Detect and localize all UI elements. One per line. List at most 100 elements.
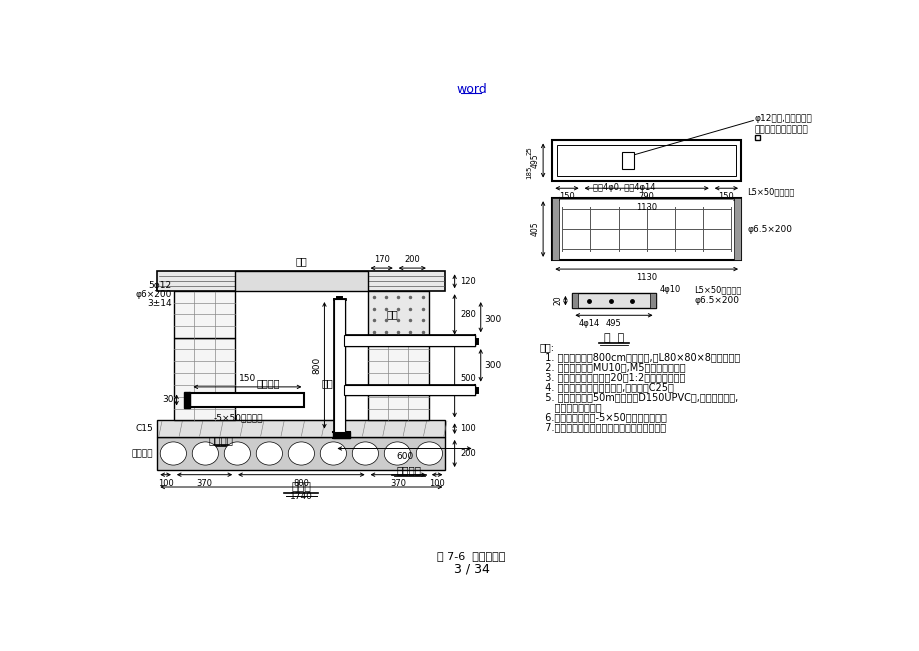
Text: 600: 600: [395, 452, 413, 462]
Ellipse shape: [415, 442, 442, 465]
Text: 495: 495: [530, 153, 539, 168]
Ellipse shape: [384, 442, 410, 465]
Bar: [157, 437, 445, 470]
Text: 120: 120: [460, 277, 475, 286]
Text: 盖  板: 盖 板: [603, 333, 623, 343]
Text: 405: 405: [530, 222, 539, 236]
Bar: [754, 135, 759, 141]
Ellipse shape: [224, 442, 250, 465]
Text: 片石垫层: 片石垫层: [131, 449, 153, 458]
Text: 100: 100: [157, 479, 174, 488]
Text: φ6.5×200: φ6.5×200: [693, 296, 738, 305]
Text: L5×50角铁边框: L5×50角铁边框: [693, 285, 741, 294]
Bar: [551, 199, 740, 260]
Text: φ6×200: φ6×200: [135, 290, 172, 299]
Ellipse shape: [160, 442, 187, 465]
Bar: [368, 291, 428, 338]
Text: 作沟内排水之用。: 作沟内排水之用。: [539, 402, 601, 412]
Text: 100: 100: [460, 424, 475, 433]
Text: 150: 150: [239, 374, 255, 383]
Ellipse shape: [288, 442, 314, 465]
Text: 800: 800: [293, 479, 309, 488]
Text: 上层4φ0, 下层4φ14: 上层4φ0, 下层4φ14: [592, 183, 654, 192]
Text: 280: 280: [460, 310, 475, 319]
Text: 370: 370: [390, 479, 406, 488]
Text: 30: 30: [162, 395, 174, 404]
Text: 说明:: 说明:: [539, 342, 553, 352]
Bar: [235, 271, 368, 291]
Text: 5. 沟体底部每隔50m放置一根D150UPVC管,接至邻近窨井,: 5. 沟体底部每隔50m放置一根D150UPVC管,接至邻近窨井,: [539, 393, 738, 402]
Ellipse shape: [320, 442, 346, 465]
Bar: [333, 432, 349, 437]
Text: 拉手箍接处为电焊焊接: 拉手箍接处为电焊焊接: [754, 125, 808, 134]
Bar: [344, 385, 474, 395]
Text: 200: 200: [404, 255, 420, 264]
Text: 25: 25: [526, 146, 532, 155]
Text: 370: 370: [197, 479, 212, 488]
Bar: [556, 145, 735, 176]
Text: 300: 300: [483, 315, 501, 324]
Bar: [621, 152, 634, 169]
Text: 300: 300: [483, 361, 501, 370]
Bar: [335, 299, 345, 432]
Bar: [572, 293, 655, 309]
Bar: [344, 385, 474, 395]
Text: 200: 200: [460, 449, 475, 458]
Text: 同左: 同左: [386, 309, 398, 320]
Bar: [174, 338, 235, 421]
Text: 170: 170: [373, 255, 389, 264]
Text: 图 7-6  电缆沟详图: 图 7-6 电缆沟详图: [437, 551, 505, 561]
Text: 495: 495: [606, 319, 621, 328]
Bar: [733, 199, 740, 260]
Text: 3 / 34: 3 / 34: [453, 562, 489, 575]
Text: C15: C15: [136, 424, 153, 433]
Bar: [551, 141, 740, 180]
Text: 1740: 1740: [289, 492, 312, 501]
Bar: [157, 271, 445, 291]
Text: 接地扁铁: 接地扁铁: [256, 378, 279, 388]
Bar: [572, 293, 577, 309]
Bar: [344, 335, 474, 346]
Bar: [344, 335, 474, 346]
Text: 1130: 1130: [635, 203, 656, 212]
Bar: [157, 421, 445, 437]
Text: 185: 185: [526, 166, 532, 179]
Text: 4φ10: 4φ10: [659, 285, 680, 294]
Text: φ6.5×200: φ6.5×200: [746, 225, 791, 234]
Text: 20: 20: [552, 296, 562, 305]
Text: 2. 砖砌电缆沟用MU10砖,M5水泥砂浆实砌。: 2. 砖砌电缆沟用MU10砖,M5水泥砂浆实砌。: [539, 362, 686, 372]
Text: 同左: 同左: [322, 378, 334, 388]
Text: φ6×800: φ6×800: [233, 395, 270, 404]
Bar: [650, 293, 655, 309]
Text: 1130: 1130: [635, 273, 656, 282]
Bar: [368, 338, 428, 421]
Text: -5×50扁铁通长: -5×50扁铁通长: [213, 413, 263, 422]
Text: L5×50角铁边框: L5×50角铁边框: [746, 187, 794, 197]
Text: φ12圆钢,可活动拉手: φ12圆钢,可活动拉手: [754, 115, 811, 124]
Text: 3±14: 3±14: [147, 299, 172, 308]
Text: 电缆支架: 电缆支架: [396, 465, 421, 475]
Text: 3. 沟体内、外壁粉刷为20厚1:2防水砂浆抹面。: 3. 沟体内、外壁粉刷为20厚1:2防水砂浆抹面。: [539, 372, 685, 382]
Text: 6.沟内所有支架用-5×50接地扁铁连接。: 6.沟内所有支架用-5×50接地扁铁连接。: [539, 412, 666, 422]
Text: word: word: [456, 83, 486, 96]
Text: 100: 100: [429, 479, 445, 488]
Ellipse shape: [256, 442, 282, 465]
Text: 5φ12: 5φ12: [148, 281, 172, 290]
Text: 剖面图: 剖面图: [291, 482, 311, 492]
Ellipse shape: [192, 442, 218, 465]
Text: 7.电缆沟顶面标高应与盛梅路路面标高持平。: 7.电缆沟顶面标高应与盛梅路路面标高持平。: [539, 422, 665, 432]
Bar: [335, 299, 345, 432]
Text: 4φ14: 4φ14: [578, 319, 599, 328]
Text: 790: 790: [638, 192, 654, 201]
Bar: [190, 393, 304, 407]
Text: 1. 电缆支架每隔800cm设置一个,用L80×80×8角钢制作。: 1. 电缆支架每隔800cm设置一个,用L80×80×8角钢制作。: [539, 352, 740, 362]
Bar: [174, 291, 235, 338]
Text: 800: 800: [312, 357, 321, 374]
Text: 4. 混凝土强度等级除注明外,其余均为C25。: 4. 混凝土强度等级除注明外,其余均为C25。: [539, 382, 674, 393]
Text: 盖板: 盖板: [295, 256, 307, 266]
Text: 500: 500: [460, 374, 475, 383]
Ellipse shape: [352, 442, 378, 465]
Text: 150: 150: [718, 192, 733, 201]
Text: 接地扁铁: 接地扁铁: [209, 436, 233, 445]
Bar: [551, 199, 559, 260]
